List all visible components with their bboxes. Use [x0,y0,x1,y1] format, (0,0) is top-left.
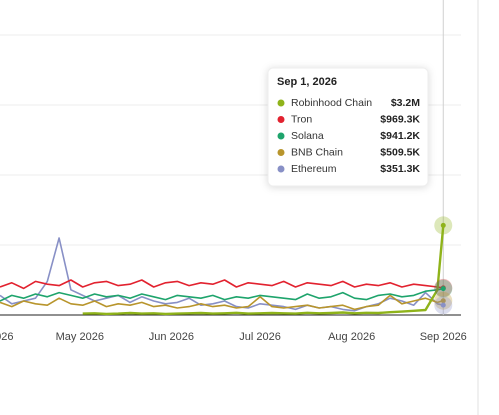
hover-point [440,286,446,292]
series-line [82,225,445,316]
series-line [0,237,444,312]
series-line [0,287,444,302]
x-axis: Apr 2026 May 2026 Jun 2026 Jul 2026 Aug 2026… [0,331,467,343]
legend-name: Solana [291,130,324,142]
x-tick-label: Jun 2026 [149,331,194,343]
x-tick-label: Aug 2026 [328,331,375,343]
legend-dot [277,132,285,140]
series-line [0,279,444,290]
legend-name: Ethereum [291,163,337,175]
legend-name: BNB Chain [291,146,343,158]
hover-point [440,222,446,228]
hover-point [440,298,446,304]
x-tick-label: Apr 2026 [0,331,13,343]
x-tick-label: Sep 2026 [420,331,467,343]
legend-value: $351.3K [380,163,420,175]
tooltip-box [267,67,429,187]
lines [0,0,453,316]
legend-value: $969.3K [380,113,420,125]
legend-value: $509.5K [380,146,420,158]
legend-dot [277,149,285,156]
legend-value: $941.2K [380,130,420,142]
hover-point [440,302,446,308]
tooltip: Sep 1, 2026 Robinhood Chain $3.2M Tron $969… [267,67,429,187]
legend-dot [277,99,285,107]
legend-value: $3.2M [391,97,420,109]
legend-name: Robinhood Chain [291,97,372,109]
legend-dot [277,116,285,123]
legend-name: Tron [291,113,312,125]
legend-dot [277,165,285,173]
x-tick-label: May 2026 [56,331,104,343]
series-line [0,294,444,311]
tooltip-title: Sep 1, 2026 [277,76,337,88]
x-tick-label: Jul 2026 [239,331,281,343]
